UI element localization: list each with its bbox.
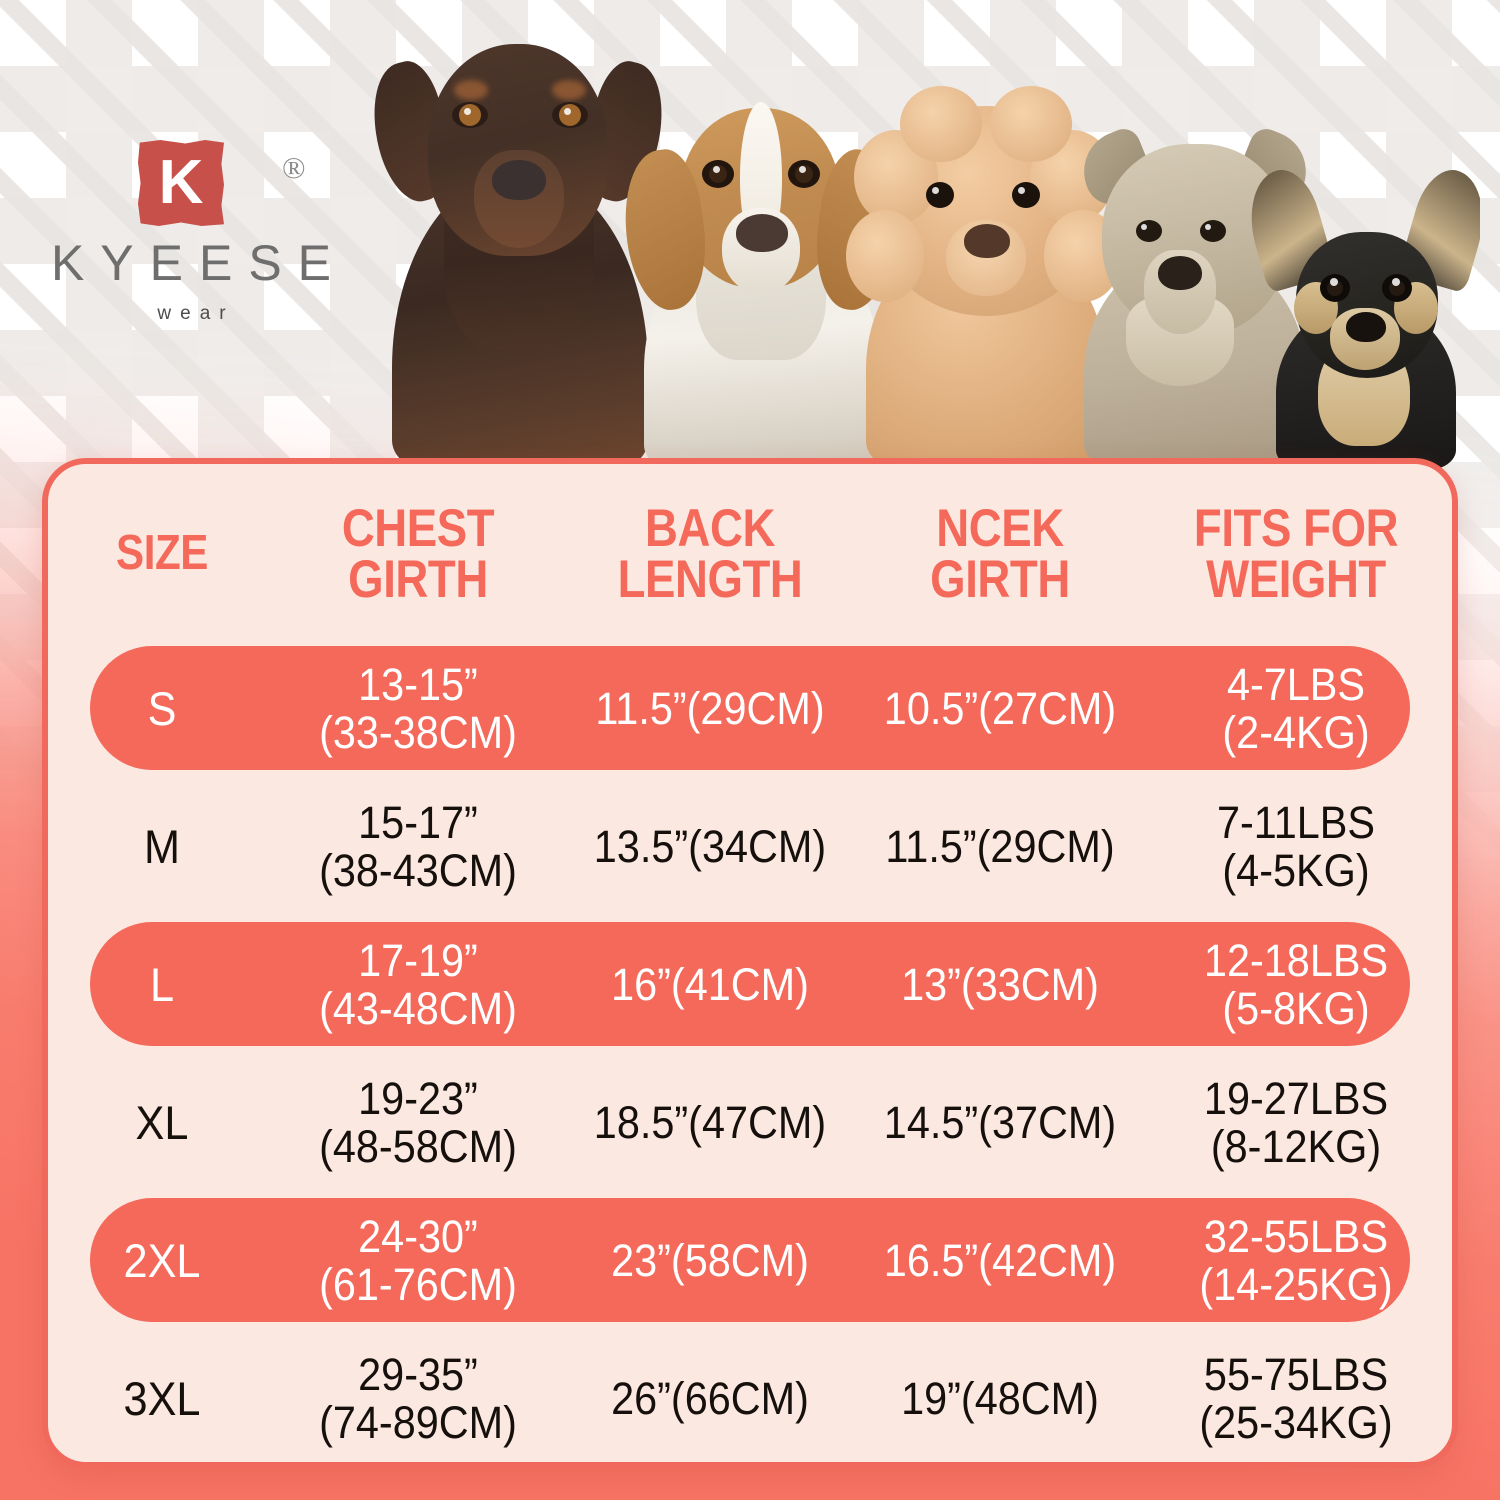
cell-back-2xl: 23”(58CM) bbox=[611, 1234, 809, 1286]
cell-neck-3xl: 19”(48CM) bbox=[901, 1372, 1099, 1424]
chihuahua-photo bbox=[1237, 162, 1480, 470]
brand-tagline: wear bbox=[157, 303, 235, 324]
cell-back-xl: 18.5”(47CM) bbox=[593, 1096, 827, 1148]
dog-photo-group bbox=[370, 0, 1480, 470]
cell-weight-l: 12-18LBS (5-8KG) bbox=[1203, 934, 1389, 1034]
row-highlight-pill bbox=[90, 646, 1410, 770]
cell-back-3xl: 26”(66CM) bbox=[611, 1372, 809, 1424]
size-row-3xl[interactable]: 3XL 29-35” (74-89CM) 26”(66CM) 19”(48CM) 55-7… bbox=[48, 1336, 1452, 1460]
size-table-header-row: SIZE CHEST GIRTH BACK LENGTH NCEK GIRTH FITS FO… bbox=[48, 474, 1452, 634]
column-header-back: BACK LENGTH bbox=[617, 498, 803, 609]
beagle-photo bbox=[610, 50, 910, 470]
registered-trademark-icon: ® bbox=[282, 150, 306, 185]
size-row-m[interactable]: M 15-17” (38-43CM) 13.5”(34CM) 11.5”(29CM) 7-… bbox=[48, 784, 1452, 908]
cell-size-s: S bbox=[147, 681, 177, 735]
cell-neck-m: 11.5”(29CM) bbox=[885, 820, 1115, 872]
cell-chest-xl: 19-23” (48-58CM) bbox=[319, 1072, 517, 1172]
cell-neck-2xl: 16.5”(42CM) bbox=[883, 1234, 1117, 1286]
cell-back-l: 16”(41CM) bbox=[611, 958, 809, 1010]
cell-chest-m: 15-17” (38-43CM) bbox=[319, 796, 517, 896]
cell-size-3xl: 3XL bbox=[123, 1371, 201, 1425]
column-header-chest: CHEST GIRTH bbox=[341, 498, 495, 609]
brand-name: KYEESE bbox=[50, 235, 348, 291]
logo-mark-icon: K bbox=[138, 140, 224, 226]
cell-back-s: 11.5”(29CM) bbox=[595, 682, 825, 734]
size-row-s[interactable]: S 13-15” (33-38CM) 11.5”(29CM) 10.5”(27CM) 4-… bbox=[48, 646, 1452, 770]
cell-neck-s: 10.5”(27CM) bbox=[883, 682, 1117, 734]
cell-weight-xl: 19-27LBS (8-12KG) bbox=[1203, 1072, 1389, 1172]
cell-size-m: M bbox=[143, 819, 181, 873]
row-highlight-pill bbox=[90, 922, 1410, 1046]
cell-weight-3xl: 55-75LBS (25-34KG) bbox=[1199, 1348, 1393, 1448]
cell-neck-l: 13”(33CM) bbox=[901, 958, 1099, 1010]
cell-chest-2xl: 24-30” (61-76CM) bbox=[319, 1210, 517, 1310]
cell-weight-2xl: 32-55LBS (14-25KG) bbox=[1199, 1210, 1393, 1310]
size-chart-card: SIZE CHEST GIRTH BACK LENGTH NCEK GIRTH FITS FO… bbox=[42, 458, 1458, 1468]
cell-weight-m: 7-11LBS (4-5KG) bbox=[1216, 796, 1376, 896]
row-highlight-pill bbox=[90, 1198, 1410, 1322]
size-row-xl[interactable]: XL 19-23” (48-58CM) 18.5”(47CM) 14.5”(37CM) 1… bbox=[48, 1060, 1452, 1184]
schnauzer-photo bbox=[1060, 110, 1330, 470]
cell-size-l: L bbox=[149, 957, 175, 1011]
cell-neck-xl: 14.5”(37CM) bbox=[883, 1096, 1117, 1148]
doberman-photo bbox=[370, 10, 676, 470]
cell-back-m: 13.5”(34CM) bbox=[593, 820, 827, 872]
cell-size-2xl: 2XL bbox=[123, 1233, 201, 1287]
column-header-size: SIZE bbox=[116, 526, 208, 581]
size-row-l[interactable]: L 17-19” (43-48CM) 16”(41CM) 13”(33CM) 12-18L… bbox=[48, 922, 1452, 1046]
poodle-photo bbox=[840, 70, 1130, 470]
cell-chest-l: 17-19” (43-48CM) bbox=[319, 934, 517, 1034]
cell-size-xl: XL bbox=[135, 1095, 189, 1149]
size-row-2xl[interactable]: 2XL 24-30” (61-76CM) 23”(58CM) 16.5”(42CM) 32… bbox=[48, 1198, 1452, 1322]
cell-weight-s: 4-7LBS (2-4KG) bbox=[1222, 658, 1370, 758]
column-header-fits-for: FITS FOR WEIGHT bbox=[1193, 498, 1399, 609]
size-table: SIZE CHEST GIRTH BACK LENGTH NCEK GIRTH FITS FO… bbox=[48, 464, 1452, 1462]
cell-chest-s: 13-15” (33-38CM) bbox=[319, 658, 517, 758]
cell-chest-3xl: 29-35” (74-89CM) bbox=[319, 1348, 517, 1448]
column-header-ncek: NCEK GIRTH bbox=[930, 498, 1070, 609]
brand-logo: K ® KYEESE wear bbox=[26, 140, 356, 325]
